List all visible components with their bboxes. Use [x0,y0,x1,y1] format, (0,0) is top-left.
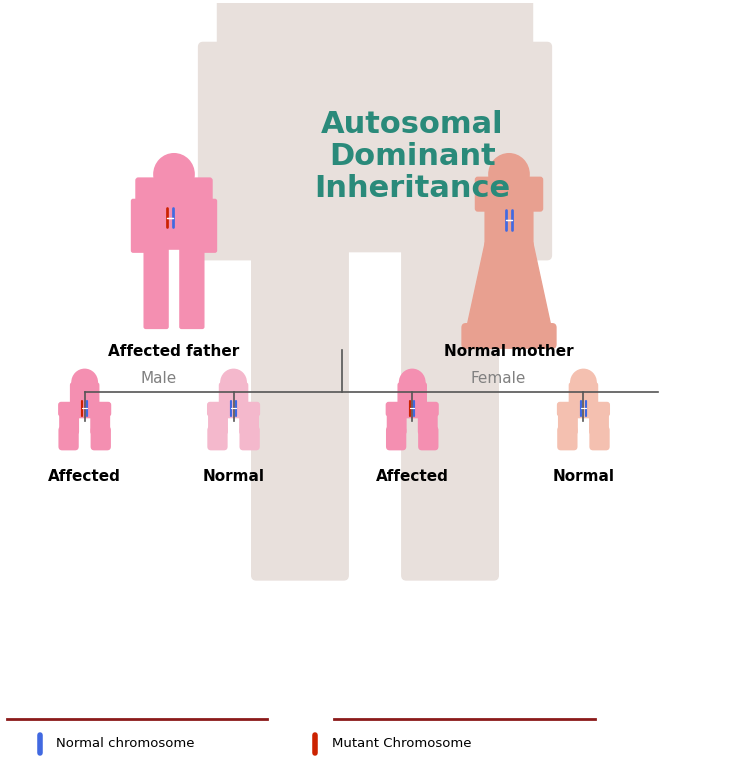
Circle shape [153,153,195,196]
FancyBboxPatch shape [70,382,100,419]
FancyBboxPatch shape [179,244,205,329]
FancyBboxPatch shape [59,409,79,435]
Circle shape [399,369,425,396]
FancyBboxPatch shape [58,402,76,417]
FancyBboxPatch shape [398,382,427,419]
FancyBboxPatch shape [558,409,578,435]
FancyBboxPatch shape [143,244,169,329]
Text: Affected: Affected [376,468,448,484]
FancyBboxPatch shape [475,177,543,212]
FancyBboxPatch shape [386,426,406,450]
FancyBboxPatch shape [58,426,79,450]
Circle shape [488,153,530,196]
FancyBboxPatch shape [386,402,404,417]
FancyBboxPatch shape [219,382,248,419]
FancyBboxPatch shape [486,42,551,260]
FancyBboxPatch shape [242,402,260,417]
FancyBboxPatch shape [557,402,574,417]
FancyBboxPatch shape [484,203,533,249]
Circle shape [220,369,247,396]
FancyBboxPatch shape [239,409,259,435]
Text: Normal mother: Normal mother [444,344,574,359]
FancyBboxPatch shape [207,402,225,417]
Text: Normal: Normal [202,468,265,484]
Text: Mutant Chromosome: Mutant Chromosome [332,737,471,750]
FancyBboxPatch shape [387,409,406,435]
Text: Normal: Normal [553,468,614,484]
FancyBboxPatch shape [419,426,439,450]
FancyBboxPatch shape [557,426,578,450]
FancyBboxPatch shape [94,402,111,417]
FancyBboxPatch shape [200,199,217,253]
FancyBboxPatch shape [199,42,264,260]
Text: Female: Female [470,371,526,386]
Text: Autosomal
Dominant
Inheritance: Autosomal Dominant Inheritance [314,110,510,204]
FancyBboxPatch shape [252,234,348,580]
FancyBboxPatch shape [461,323,556,349]
FancyBboxPatch shape [208,409,228,435]
FancyBboxPatch shape [590,426,610,450]
FancyBboxPatch shape [130,199,148,253]
FancyBboxPatch shape [239,426,260,450]
Text: Male: Male [141,371,177,386]
FancyBboxPatch shape [217,0,532,71]
FancyBboxPatch shape [90,409,110,435]
FancyBboxPatch shape [592,402,610,417]
FancyBboxPatch shape [589,409,609,435]
Circle shape [570,369,597,396]
Text: Affected: Affected [48,468,121,484]
FancyBboxPatch shape [91,426,111,450]
FancyBboxPatch shape [421,402,439,417]
Circle shape [71,369,98,396]
FancyBboxPatch shape [207,426,228,450]
Text: Affected father: Affected father [108,344,239,359]
FancyBboxPatch shape [418,409,438,435]
Polygon shape [466,243,552,332]
Circle shape [287,0,463,25]
FancyBboxPatch shape [568,382,598,419]
FancyBboxPatch shape [135,177,213,208]
FancyBboxPatch shape [402,234,498,580]
Text: Normal chromosome: Normal chromosome [56,737,195,750]
FancyBboxPatch shape [144,182,204,250]
FancyBboxPatch shape [251,0,500,252]
